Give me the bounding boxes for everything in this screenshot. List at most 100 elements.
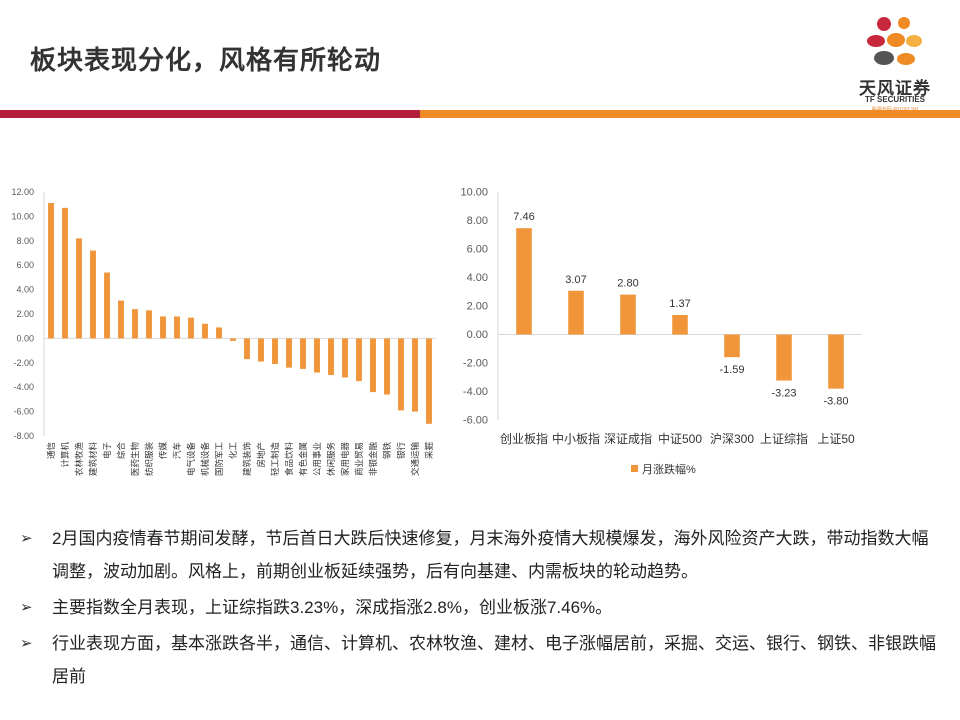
index-performance-chart: 10.00 8.00 6.00 4.00 2.00 0.00 -2.00 -4.00 -6.00… (460, 187, 862, 476)
category-label: 医药生物 (130, 442, 140, 477)
legend-label: 月涨跌幅% (642, 462, 696, 476)
bar (132, 309, 138, 339)
bullet-text: 行业表现方面，基本涨跌各半，通信、计算机、农林牧渔、建材、电子涨幅居前，采掘、交… (52, 634, 936, 686)
logo-flower-icon (867, 17, 922, 65)
bar (724, 334, 740, 358)
bar (300, 338, 306, 369)
bar (202, 323, 208, 339)
category-label: 公用事业 (312, 442, 322, 476)
category-label: 休闲服务 (326, 442, 336, 477)
y-tick-label: -4.00 (463, 386, 488, 398)
bullet-item: ➢ 2月国内疫情春节期间发酵，节后首日大跌后快速修复，月末海外疫情大规模爆发，海… (20, 522, 940, 588)
bar (90, 250, 96, 339)
bar (328, 338, 334, 375)
header-band-left (0, 110, 420, 118)
category-label: 房地产 (256, 442, 266, 468)
slide-title: 板块表现分化，风格有所轮动 (30, 45, 382, 75)
bar (174, 316, 180, 339)
category-label: 非银金融 (368, 442, 378, 477)
bar (384, 338, 390, 395)
bar (62, 207, 68, 339)
bar (188, 317, 194, 339)
bar (398, 338, 404, 411)
bar (568, 290, 584, 335)
category-label: 深证成指 (604, 431, 652, 446)
bar (620, 294, 636, 335)
bar (356, 338, 362, 382)
bar (258, 338, 264, 362)
bar (342, 338, 348, 378)
data-label: 3.07 (565, 274, 586, 286)
bar (230, 338, 236, 341)
category-label: 化工 (228, 442, 238, 460)
bullet-list: ➢ 2月国内疫情春节期间发酵，节后首日大跌后快速修复，月末海外疫情大规模爆发，海… (20, 522, 940, 696)
bullet-arrow-icon: ➢ (20, 530, 33, 547)
data-label: 2.80 (617, 278, 638, 290)
bar (118, 300, 124, 339)
data-label: 7.46 (513, 211, 534, 223)
y-tick-label: 0.00 (16, 333, 34, 343)
category-label: 中小板指 (552, 431, 600, 446)
bar (776, 334, 792, 381)
category-label: 综合 (116, 442, 126, 460)
logo-name-cn: 天风证券 (859, 79, 931, 98)
data-label: 1.37 (669, 298, 690, 310)
category-label: 采掘 (424, 442, 434, 459)
y-tick-label: -8.00 (13, 431, 34, 441)
bar (828, 334, 844, 389)
category-label: 商业贸易 (354, 442, 364, 476)
bullet-text: 主要指数全月表现，上证综指跌3.23%，深成指涨2.8%，创业板涨7.46%。 (52, 598, 613, 617)
data-label: -3.23 (771, 388, 796, 400)
category-label: 纺织服装 (144, 442, 154, 477)
y-tick-label: -2.00 (13, 358, 34, 368)
industry-performance-chart: 12.00 10.00 8.00 6.00 4.00 2.00 0.00 -2.00 -4.00… (11, 187, 436, 477)
category-label: 电气设备 (186, 442, 196, 477)
category-label: 建筑装饰 (242, 442, 252, 477)
bar (516, 228, 532, 335)
data-label: -1.59 (719, 364, 744, 376)
bar (48, 202, 54, 339)
y-tick-label: 6.00 (16, 260, 34, 270)
category-label: 传媒 (158, 442, 168, 460)
category-label: 银行 (396, 442, 406, 460)
company-logo: 天风证券 TF SECURITIES 股票代码 601162.SH (850, 14, 940, 113)
y-tick-label: 2.00 (16, 309, 34, 319)
bar (314, 338, 320, 373)
y-tick-label: 6.00 (467, 244, 488, 256)
y-tick-label: 4.00 (467, 272, 488, 284)
category-label: 食品饮料 (284, 442, 294, 477)
category-label: 建筑材料 (88, 442, 98, 477)
bar (672, 314, 688, 335)
y-tick-label: 10.00 (11, 211, 34, 221)
y-tick-label: -4.00 (13, 382, 34, 392)
y-tick-label: -6.00 (463, 415, 488, 427)
bar (412, 338, 418, 412)
y-tick-label: 0.00 (467, 329, 488, 341)
header-band-right (420, 110, 960, 118)
bar (286, 338, 292, 368)
category-label: 上证50 (817, 432, 855, 446)
bar (244, 338, 250, 360)
category-label: 汽车 (172, 442, 182, 459)
bar (104, 272, 110, 339)
y-tick-label: 8.00 (16, 236, 34, 246)
bullet-item: ➢ 主要指数全月表现，上证综指跌3.23%，深成指涨2.8%，创业板涨7.46%… (20, 591, 940, 624)
category-label: 通信 (46, 442, 56, 460)
bar (370, 338, 376, 393)
category-label: 上证综指 (760, 431, 808, 446)
bar (272, 338, 278, 365)
y-tick-label: -6.00 (13, 407, 34, 417)
y-tick-label: 12.00 (11, 187, 34, 197)
y-tick-label: 10.00 (460, 187, 488, 199)
category-label: 钢铁 (382, 442, 392, 460)
category-label: 农林牧渔 (74, 442, 84, 477)
data-label: -3.80 (823, 396, 848, 408)
category-label: 有色金属 (298, 442, 308, 476)
legend-swatch (631, 465, 638, 472)
bullet-arrow-icon: ➢ (20, 599, 33, 616)
category-label: 机械设备 (200, 442, 210, 477)
y-tick-label: 8.00 (467, 215, 488, 227)
y-tick-label: 2.00 (467, 301, 488, 313)
category-label: 沪深300 (710, 432, 754, 446)
category-label: 创业板指 (500, 431, 548, 446)
